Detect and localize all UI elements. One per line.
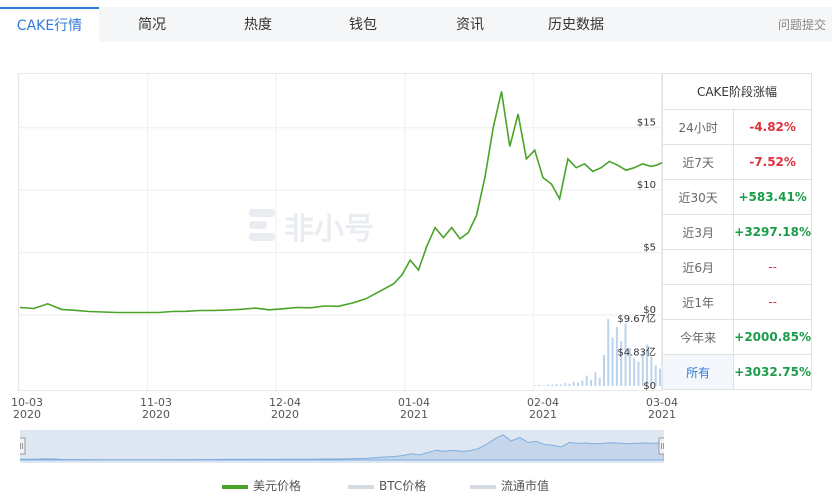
volume-bar <box>624 323 627 386</box>
volume-bar <box>585 375 588 386</box>
volume-bar <box>615 327 618 386</box>
volume-tick-label: $4.83亿 <box>617 346 656 359</box>
volume-bar <box>611 337 614 386</box>
tab-overview[interactable]: 简况 <box>138 17 166 33</box>
volume-bar <box>546 384 549 386</box>
tab-bar: CAKE行情 简况 热度 钱包 资讯 历史数据 问题提交 <box>0 7 832 42</box>
volume-bar <box>659 368 661 386</box>
price-tick-label: $0 <box>643 305 656 316</box>
x-tick-label: 12-04 2020 <box>269 396 301 421</box>
period-value: +3297.18% <box>733 214 812 250</box>
x-tick-label: 03-04 2021 <box>646 396 678 421</box>
volume-bar <box>551 384 554 386</box>
x-tick-label: 01-04 2021 <box>398 396 430 421</box>
x-tick-label: 02-04 2021 <box>527 396 559 421</box>
price-chart-svg: 非小号 $0 $5 $10 $15 $0 $4.83亿 $9.67亿 <box>18 74 663 392</box>
volume-bar <box>594 372 597 386</box>
volume-bar <box>654 365 657 386</box>
watermark: 非小号 <box>249 209 374 247</box>
period-value: +3032.75% <box>733 354 812 390</box>
watermark-logo-bar-3 <box>249 233 275 241</box>
watermark-text: 非小号 <box>284 212 374 247</box>
period-value: -4.82% <box>733 109 812 145</box>
volume-bar <box>577 382 580 386</box>
period-label: 24小时 <box>661 109 735 145</box>
legend-swatch <box>348 484 374 489</box>
volume-bar <box>641 351 644 386</box>
period-label: 近7天 <box>661 144 735 180</box>
legend-market-cap[interactable]: 流通市值 <box>470 478 549 494</box>
volume-bar <box>564 383 567 386</box>
legend-usd-price[interactable]: 美元价格 <box>222 478 301 494</box>
navigator-right-handle[interactable] <box>658 437 667 455</box>
legend-btc-price[interactable]: BTC价格 <box>348 478 426 494</box>
range-navigator-svg <box>17 430 667 463</box>
period-label: 近6月 <box>661 249 735 285</box>
watermark-logo-bar-2 <box>249 221 267 229</box>
volume-bar <box>620 340 623 386</box>
period-value: -7.52% <box>733 144 812 180</box>
volume-bar <box>602 354 605 386</box>
volume-bar <box>542 385 545 386</box>
x-tick-label: 11-03 2020 <box>140 396 172 421</box>
price-tick-label: $15 <box>637 118 656 129</box>
tab-wallet[interactable]: 钱包 <box>349 17 377 33</box>
legend-swatch <box>222 484 248 489</box>
legend-swatch <box>470 484 496 489</box>
volume-bar <box>650 356 653 386</box>
legend-label: BTC价格 <box>379 479 427 493</box>
tab-popularity[interactable]: 热度 <box>244 17 272 33</box>
volume-bar <box>559 384 562 386</box>
range-navigator[interactable] <box>17 430 667 463</box>
volume-bar <box>646 344 649 386</box>
volume-bar <box>628 347 631 386</box>
volume-bar <box>534 385 536 386</box>
navigator-series <box>19 434 665 461</box>
volume-bar <box>633 358 636 386</box>
volume-bar <box>637 361 640 386</box>
period-value: -- <box>733 249 812 285</box>
tab-history-data[interactable]: 历史数据 <box>548 17 604 33</box>
volume-bar <box>590 379 593 386</box>
watermark-logo-bar-1 <box>249 209 275 217</box>
period-value: -- <box>733 284 812 320</box>
period-value: +583.41% <box>733 179 812 215</box>
volume-tick-label: $9.67亿 <box>617 312 656 325</box>
x-tick-label: 10-03 2020 <box>11 396 43 421</box>
period-label: 近1年 <box>661 284 735 320</box>
feedback-link[interactable]: 问题提交 <box>777 18 826 32</box>
tab-news[interactable]: 资讯 <box>456 17 484 33</box>
price-tick-label: $10 <box>637 180 656 191</box>
volume-bar <box>598 377 601 386</box>
volume-bar <box>538 384 541 386</box>
table-title: CAKE阶段涨幅 <box>662 73 812 110</box>
navigator-left-handle[interactable] <box>17 437 26 455</box>
period-label: 今年来 <box>661 319 735 355</box>
price-line <box>19 91 663 314</box>
legend-label: 流通市值 <box>501 479 550 493</box>
volume-bar <box>572 381 575 386</box>
price-tick-label: $5 <box>643 243 656 254</box>
y-axis-labels: $0 $5 $10 $15 $0 $4.83亿 $9.67亿 <box>617 118 656 392</box>
period-label: 近30天 <box>661 179 735 215</box>
volume-bar <box>555 383 558 386</box>
tab-cake-market[interactable]: CAKE行情 <box>0 7 99 42</box>
period-value: +2000.85% <box>733 319 812 355</box>
volume-bar <box>607 319 610 386</box>
volume-bar <box>568 383 571 386</box>
volume-bar <box>581 380 584 386</box>
period-label: 近3月 <box>661 214 735 250</box>
volume-tick-label: $0 <box>643 381 656 392</box>
period-label-all[interactable]: 所有 <box>661 354 735 390</box>
price-chart[interactable]: 非小号 $0 $5 $10 $15 $0 $4.83亿 $9.67亿 <box>18 73 663 392</box>
volume-bars <box>534 319 661 386</box>
period-change-table: CAKE阶段涨幅 24小时 -4.82% 近7天 -7.52% 近30天 +583.4… <box>661 73 812 390</box>
legend-label: 美元价格 <box>253 479 302 493</box>
